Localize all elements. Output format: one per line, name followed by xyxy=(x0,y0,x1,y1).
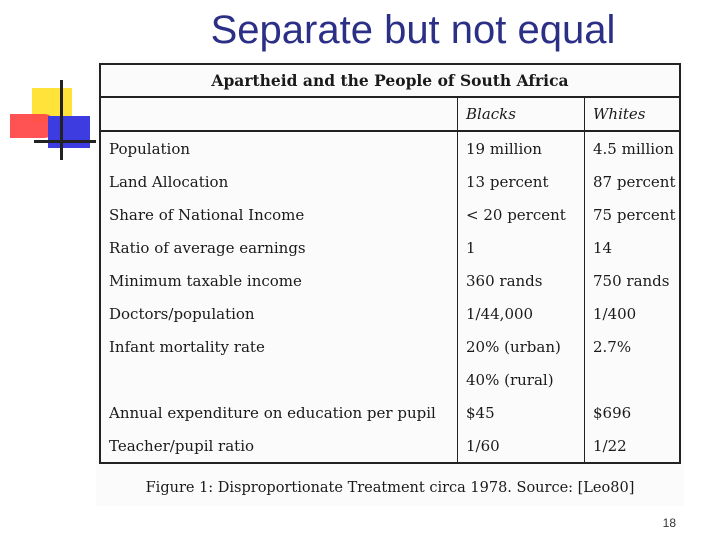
table-row: Infant mortality rate 20% (urban) 2.7% xyxy=(99,330,681,363)
whites-value: $696 xyxy=(584,396,681,429)
whites-value: 1/22 xyxy=(584,429,681,464)
row-label xyxy=(99,363,458,396)
row-label: Annual expenditure on education per pupi… xyxy=(99,396,458,429)
figure-caption: Figure 1: Disproportionate Treatment cir… xyxy=(145,480,635,496)
scanned-table-image: Apartheid and the People of South Africa… xyxy=(96,60,684,506)
logo-vertical-line xyxy=(60,80,63,160)
row-label: Doctors/population xyxy=(99,297,458,330)
table-row: Minimum taxable income 360 rands 750 ran… xyxy=(99,264,681,297)
table-row: Doctors/population 1/44,000 1/400 xyxy=(99,297,681,330)
column-header-label xyxy=(99,97,458,132)
apartheid-table: Apartheid and the People of South Africa… xyxy=(99,63,681,464)
whites-value: 750 rands xyxy=(584,264,681,297)
blacks-value: 13 percent xyxy=(457,165,585,198)
blacks-value: < 20 percent xyxy=(457,198,585,231)
blacks-value: 1 xyxy=(457,231,585,264)
table-row: Land Allocation 13 percent 87 percent xyxy=(99,165,681,198)
row-label: Population xyxy=(99,131,458,165)
whites-value: 75 percent xyxy=(584,198,681,231)
row-label: Teacher/pupil ratio xyxy=(99,429,458,464)
blacks-value: $45 xyxy=(457,396,585,429)
whites-value: 87 percent xyxy=(584,165,681,198)
whites-value: 1/400 xyxy=(584,297,681,330)
table-row: Population 19 million 4.5 million xyxy=(99,131,681,165)
blacks-value: 20% (urban) xyxy=(457,330,585,363)
slide-title: Separate but not equal xyxy=(210,8,616,52)
whites-value: 2.7% xyxy=(584,330,681,363)
table-row: 40% (rural) xyxy=(99,363,681,396)
blacks-value: 19 million xyxy=(457,131,585,165)
row-label: Land Allocation xyxy=(99,165,458,198)
page-number: 18 xyxy=(662,516,676,530)
logo-blue-square xyxy=(48,116,90,148)
table-title-row: Apartheid and the People of South Africa xyxy=(99,63,681,98)
blacks-value: 360 rands xyxy=(457,264,585,297)
row-label: Infant mortality rate xyxy=(99,330,458,363)
logo-horizontal-line xyxy=(34,140,98,143)
column-header-whites: Whites xyxy=(584,97,681,132)
blacks-value: 1/44,000 xyxy=(457,297,585,330)
row-label: Ratio of average earnings xyxy=(99,231,458,264)
table-row: Share of National Income < 20 percent 75… xyxy=(99,198,681,231)
whites-value: 4.5 million xyxy=(584,131,681,165)
row-label: Share of National Income xyxy=(99,198,458,231)
column-header-blacks: Blacks xyxy=(457,97,585,132)
table-row: Teacher/pupil ratio 1/60 1/22 xyxy=(99,429,681,464)
table-row: Ratio of average earnings 1 14 xyxy=(99,231,681,264)
table-title: Apartheid and the People of South Africa xyxy=(99,63,681,98)
table-header-row: Blacks Whites xyxy=(99,97,681,132)
table-row: Annual expenditure on education per pupi… xyxy=(99,396,681,429)
whites-value: 14 xyxy=(584,231,681,264)
blacks-value: 1/60 xyxy=(457,429,585,464)
blacks-value: 40% (rural) xyxy=(457,363,585,396)
whites-value xyxy=(584,363,681,396)
row-label: Minimum taxable income xyxy=(99,264,458,297)
slide-logo-icon xyxy=(8,80,98,162)
